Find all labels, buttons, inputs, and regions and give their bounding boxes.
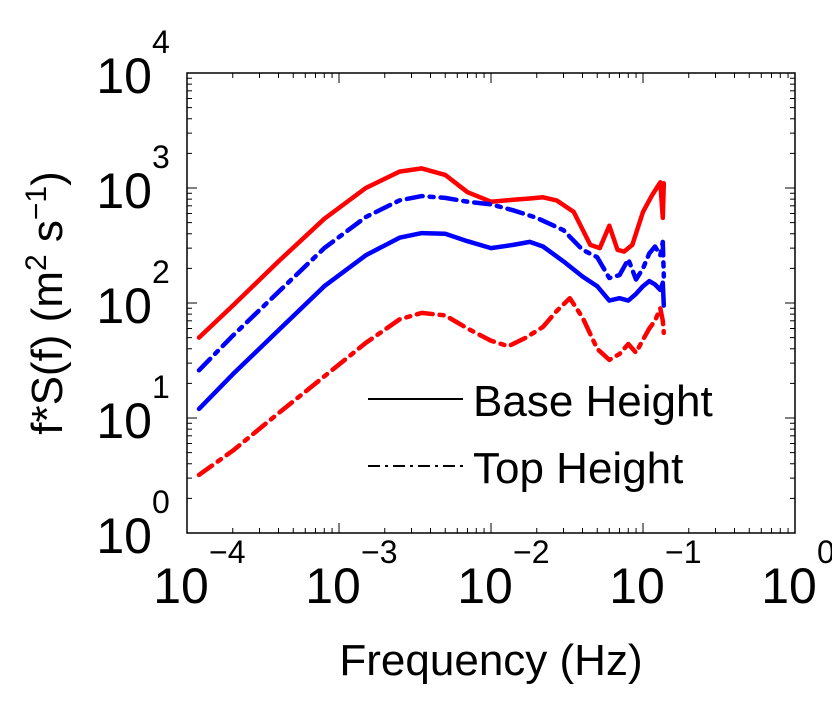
y-tick-label-base: 10	[96, 508, 152, 564]
x-tick-label-base: 10	[457, 558, 513, 614]
y-tick-label-base: 10	[96, 278, 152, 334]
y-tick-label-base: 10	[96, 48, 152, 104]
x-tick-label-exponent: −2	[513, 534, 549, 570]
x-tick-label: 10−1	[609, 534, 701, 614]
x-tick-label-base: 10	[609, 558, 665, 614]
y-tick-label: 102	[96, 254, 169, 334]
y-tick-label-exponent: 0	[152, 484, 170, 520]
y-tick-label: 101	[96, 369, 169, 449]
legend-label-base-height: Base Height	[473, 377, 713, 426]
x-tick-label-exponent: −1	[665, 534, 701, 570]
x-tick-label-base: 10	[305, 558, 361, 614]
x-tick-label-exponent: −4	[209, 534, 245, 570]
x-axis-title: Frequency (Hz)	[339, 636, 642, 685]
series-line-4	[196, 295, 667, 478]
series-layer	[196, 166, 667, 478]
y-tick-label: 104	[96, 24, 169, 104]
x-tick-label: 10−4	[153, 534, 245, 614]
x-tick-label: 10−3	[305, 534, 397, 614]
y-tick-label-exponent: 4	[152, 24, 170, 60]
x-tick-label-exponent: 0	[817, 534, 832, 570]
series-line-3	[196, 230, 667, 412]
x-tick-label: 10−2	[457, 534, 549, 614]
legend-label-top-height: Top Height	[473, 444, 683, 493]
y-tick-label-exponent: 3	[152, 139, 170, 175]
x-tick-label-base: 10	[153, 558, 209, 614]
y-tick-label: 100	[96, 484, 169, 564]
y-tick-label-exponent: 2	[152, 254, 170, 290]
x-tick-label-base: 10	[761, 558, 817, 614]
x-tick-label-exponent: −3	[361, 534, 397, 570]
y-tick-label-exponent: 1	[152, 369, 170, 405]
legend: Base Height Top Height	[368, 377, 713, 493]
y-axis-title: f*S(f) (m2 s−1)	[20, 171, 72, 435]
y-tick-label-base: 10	[96, 393, 152, 449]
series-line-1	[196, 166, 667, 340]
y-tick-label: 103	[96, 139, 169, 219]
series-line-2	[196, 193, 667, 373]
x-tick-label: 100	[761, 534, 832, 614]
y-tick-label-base: 10	[96, 163, 152, 219]
